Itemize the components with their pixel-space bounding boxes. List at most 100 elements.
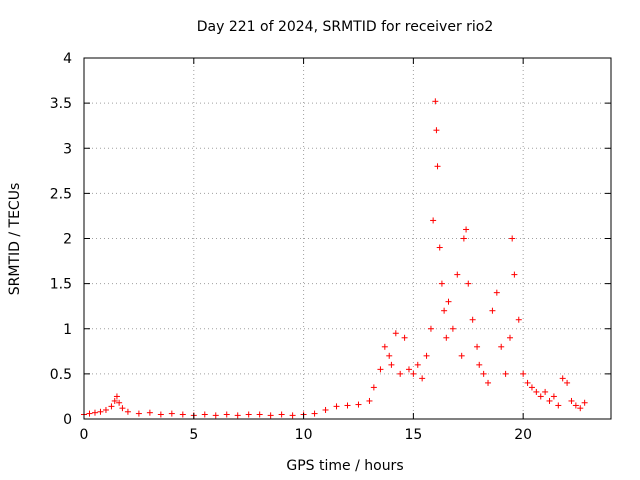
data-point (423, 352, 430, 359)
data-point (480, 370, 487, 377)
data-point (511, 271, 518, 278)
data-point (119, 405, 126, 412)
data-point (97, 408, 104, 415)
y-axis-label: SRMTID / TECUs (7, 183, 23, 296)
chart-title: Day 221 of 2024, SRMTID for receiver rio… (197, 19, 494, 35)
data-point (502, 370, 509, 377)
data-point (289, 412, 296, 419)
data-point (113, 393, 120, 400)
y-tick-label: 0 (63, 412, 72, 428)
data-point (463, 226, 470, 233)
data-point (201, 411, 208, 418)
data-point (537, 393, 544, 400)
data-point (533, 388, 540, 395)
data-point (498, 343, 505, 350)
data-point (465, 280, 472, 287)
data-point (397, 370, 404, 377)
data-point (476, 361, 483, 368)
data-point (212, 412, 219, 419)
data-point (559, 375, 566, 382)
data-point (436, 244, 443, 251)
axis-ticks: 0 5 10 15 20 0 0.5 1 1.5 2 2.5 3 3.5 4 (50, 51, 611, 443)
x-tick-label: 15 (404, 427, 422, 443)
data-point (419, 375, 426, 382)
y-tick-label: 2.5 (50, 186, 72, 202)
data-point (91, 409, 98, 416)
y-tick-label: 1.5 (50, 277, 72, 293)
data-point (489, 307, 496, 314)
data-point (333, 403, 340, 410)
y-tick-label: 4 (63, 51, 72, 67)
data-point (405, 366, 412, 373)
x-tick-label: 5 (189, 427, 198, 443)
data-point (509, 235, 516, 242)
data-point (564, 379, 571, 386)
y-tick-label: 0.5 (50, 367, 72, 383)
data-point (386, 352, 393, 359)
data-point (572, 402, 579, 409)
y-tick-label: 3 (63, 141, 72, 157)
data-point (388, 361, 395, 368)
data-point (86, 410, 93, 417)
data-point (146, 409, 153, 416)
data-point (438, 280, 445, 287)
data-point (414, 361, 421, 368)
y-tick-label: 2 (63, 232, 72, 248)
data-point (278, 411, 285, 418)
y-tick-label: 3.5 (50, 96, 72, 112)
data-point (520, 370, 527, 377)
data-point (528, 384, 535, 391)
data-point (524, 379, 531, 386)
data-point (430, 217, 437, 224)
data-point (311, 410, 318, 417)
data-point (441, 307, 448, 314)
data-point (434, 163, 441, 170)
data-point (449, 325, 456, 332)
x-tick-label: 10 (295, 427, 313, 443)
data-point (458, 352, 465, 359)
data-point (445, 298, 452, 305)
data-point (454, 271, 461, 278)
data-point (157, 411, 164, 418)
data-point (493, 289, 500, 296)
data-point (410, 370, 417, 377)
data-point (433, 127, 440, 134)
data-point (116, 399, 123, 406)
y-tick-label: 1 (63, 322, 72, 338)
data-point (432, 98, 439, 105)
data-point (377, 366, 384, 373)
data-point (370, 384, 377, 391)
data-point (460, 235, 467, 242)
data-point (102, 406, 109, 413)
data-point (392, 330, 399, 337)
data-point (515, 316, 522, 323)
data-point (474, 343, 481, 350)
data-point (168, 410, 175, 417)
data-point (550, 393, 557, 400)
data-point (366, 397, 373, 404)
data-point (223, 411, 230, 418)
grid-lines (84, 58, 611, 419)
data-point (124, 408, 131, 415)
data-point (179, 411, 186, 418)
x-axis-label: GPS time / hours (286, 458, 403, 474)
data-point (322, 406, 329, 413)
data-point (355, 401, 362, 408)
data-point (427, 325, 434, 332)
data-point (267, 412, 274, 419)
data-point (506, 334, 513, 341)
data-point (542, 388, 549, 395)
data-point (581, 399, 588, 406)
data-point (485, 379, 492, 386)
data-points (81, 98, 588, 419)
x-tick-label: 20 (514, 427, 532, 443)
data-point (555, 402, 562, 409)
data-point (256, 411, 263, 418)
data-point (401, 334, 408, 341)
data-point (111, 397, 118, 404)
data-point (344, 402, 351, 409)
data-point (135, 410, 142, 417)
data-point (443, 334, 450, 341)
